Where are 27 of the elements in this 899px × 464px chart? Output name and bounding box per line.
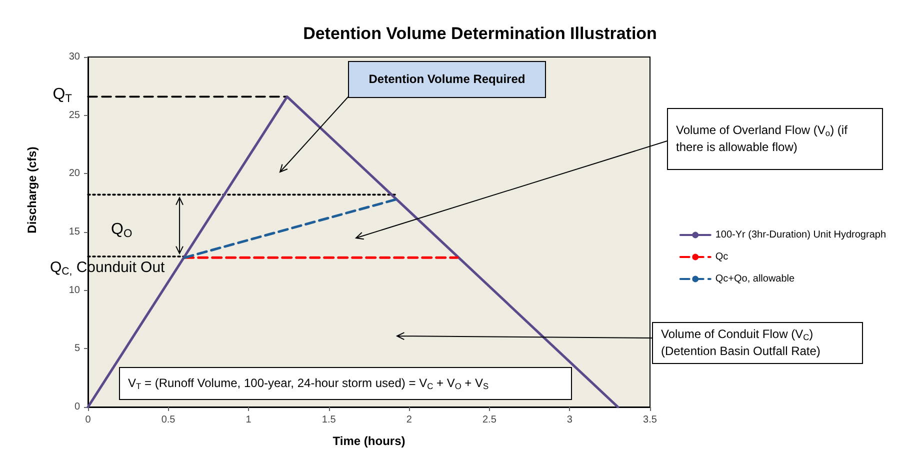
x-tick-label: 3.5 [643, 414, 658, 426]
annotation: Q$_{T}$ [52, 84, 72, 104]
legend-label: 100-Yr (3hr-Duration) Unit Hydrograph [715, 230, 886, 240]
y-tick-label: 25 [68, 110, 80, 121]
y-tick-label: 5 [74, 343, 80, 354]
annotation: Detention Volume Required [368, 71, 526, 88]
y-tick-label: 30 [68, 52, 80, 62]
y-axis-title: Discharge (cfs) [25, 146, 39, 234]
x-tick-label: 0 [85, 414, 92, 426]
y-tick-label: 10 [68, 284, 80, 296]
annotation: V$_{T}$ = (Runoff Volume, 100-year, 24-hour storm used) = V$_{C}$ + V$_{O}$ + V$_{S}$ [128, 375, 489, 392]
y-tick-label: 15 [68, 226, 80, 238]
annotation: Q$_{O}$ [111, 220, 132, 240]
text: Volume of Overland Flow (V$_{o}$) (if there is allowable flow) [676, 123, 848, 154]
chart-title: Detention Volume Determination Illustration [303, 24, 657, 43]
x-axis-title: Time (hours) [332, 434, 406, 448]
y-tick-label: 0 [74, 402, 80, 412]
x-tick-label: 1 [246, 414, 252, 426]
y-tick-label: 20 [68, 168, 80, 180]
x-tick-label: 1.5 [322, 414, 336, 426]
x-tick-label: 2 [406, 414, 412, 426]
x-tick-label: 0.5 [161, 414, 176, 426]
text: Volume of Conduit Flow (V$_{C}$) (Detention Basin Outfall Rate) [661, 326, 822, 360]
x-tick-label: 3 [566, 414, 573, 426]
legend-label: Qc+Qo, allowable [715, 274, 796, 284]
x-tick-label: 2.5 [482, 414, 497, 426]
legend-label: Qc [715, 252, 728, 262]
